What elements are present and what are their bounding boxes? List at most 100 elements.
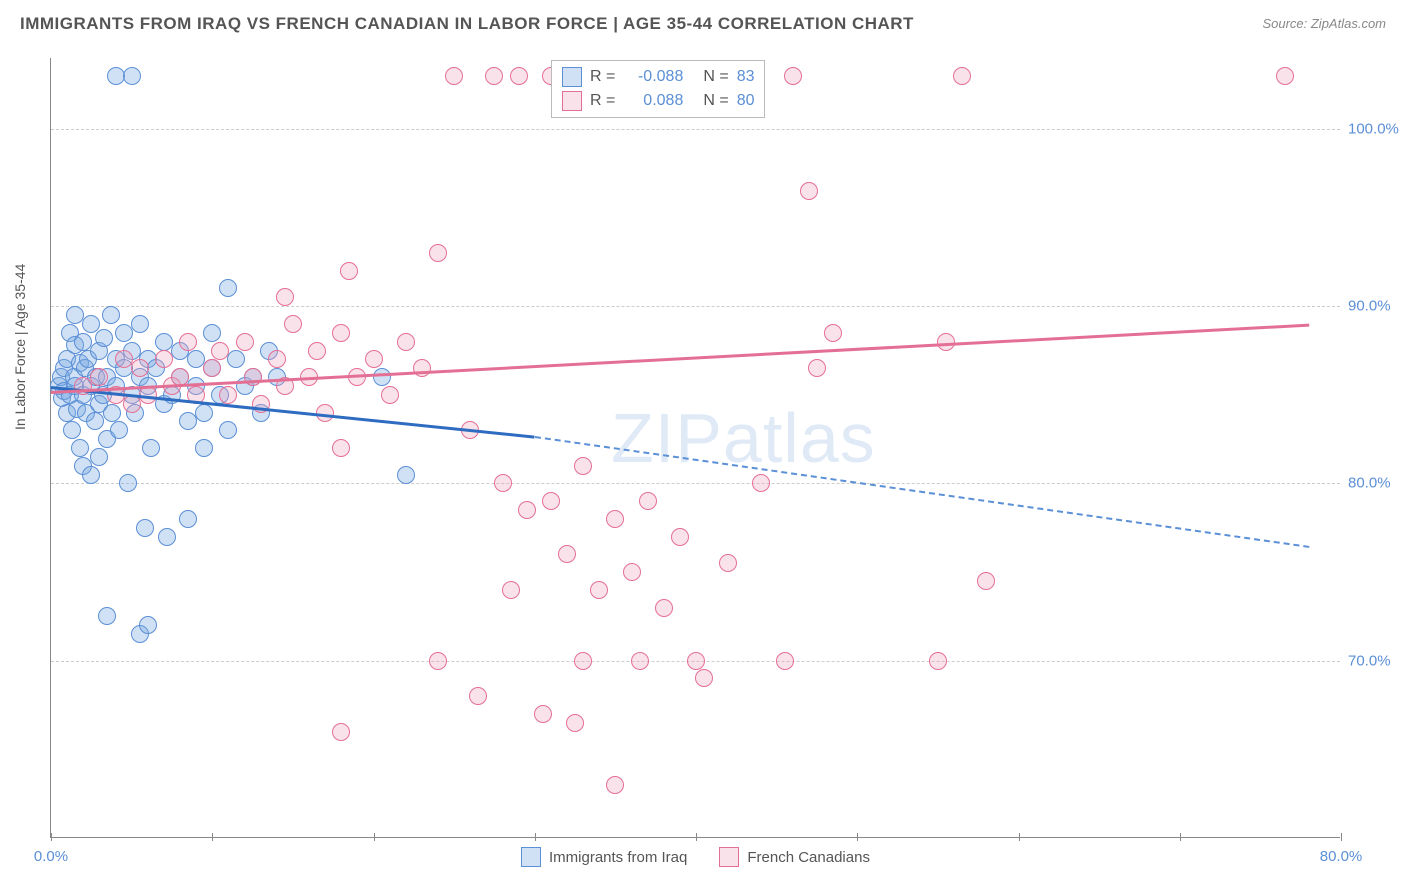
scatter-point — [671, 528, 689, 546]
legend-row: R =0.088N =80 — [562, 89, 754, 113]
n-value: 80 — [737, 89, 755, 113]
scatter-point — [98, 607, 116, 625]
scatter-point — [179, 333, 197, 351]
scatter-point — [219, 421, 237, 439]
x-tick — [51, 833, 52, 841]
scatter-point — [413, 359, 431, 377]
scatter-point — [800, 182, 818, 200]
scatter-point — [510, 67, 528, 85]
scatter-point — [445, 67, 463, 85]
scatter-point — [110, 421, 128, 439]
scatter-point — [687, 652, 705, 670]
y-tick-label: 80.0% — [1348, 475, 1406, 492]
legend-row: R =-0.088N =83 — [562, 65, 754, 89]
scatter-point — [131, 359, 149, 377]
scatter-point — [195, 439, 213, 457]
scatter-point — [542, 492, 560, 510]
scatter-point — [574, 457, 592, 475]
scatter-point — [937, 333, 955, 351]
scatter-point — [90, 368, 108, 386]
x-tick-label: 80.0% — [1320, 848, 1363, 865]
scatter-point — [639, 492, 657, 510]
scatter-point — [136, 519, 154, 537]
scatter-point — [66, 306, 84, 324]
scatter-point — [397, 466, 415, 484]
scatter-point — [494, 474, 512, 492]
scatter-point — [179, 412, 197, 430]
scatter-point — [236, 333, 254, 351]
scatter-point — [211, 342, 229, 360]
y-tick-label: 70.0% — [1348, 652, 1406, 669]
legend-label: French Canadians — [747, 849, 870, 866]
scatter-point — [63, 421, 81, 439]
scatter-point — [308, 342, 326, 360]
r-label: R = — [590, 89, 615, 113]
trend-line-dashed — [535, 436, 1309, 548]
scatter-point — [90, 448, 108, 466]
scatter-point — [558, 545, 576, 563]
scatter-point — [103, 404, 121, 422]
scatter-point — [142, 439, 160, 457]
legend-series: Immigrants from IraqFrench Canadians — [521, 847, 894, 867]
scatter-point — [119, 474, 137, 492]
scatter-point — [158, 528, 176, 546]
legend-swatch — [562, 91, 582, 111]
scatter-point — [244, 368, 262, 386]
scatter-point — [155, 350, 173, 368]
scatter-point — [179, 510, 197, 528]
scatter-point — [131, 315, 149, 333]
n-label: N = — [703, 65, 728, 89]
gridline-h — [51, 306, 1340, 307]
r-value: 0.088 — [623, 89, 683, 113]
scatter-point — [695, 669, 713, 687]
x-tick — [1180, 833, 1181, 841]
scatter-point — [332, 723, 350, 741]
y-axis-label: In Labor Force | Age 35-44 — [12, 264, 28, 430]
scatter-point — [195, 404, 213, 422]
scatter-point — [518, 501, 536, 519]
x-tick — [212, 833, 213, 841]
scatter-point — [655, 599, 673, 617]
scatter-point — [566, 714, 584, 732]
scatter-point — [86, 412, 104, 430]
scatter-point — [82, 466, 100, 484]
scatter-point — [95, 329, 113, 347]
y-tick-label: 90.0% — [1348, 298, 1406, 315]
legend-swatch — [562, 67, 582, 87]
scatter-point — [534, 705, 552, 723]
scatter-point — [719, 554, 737, 572]
r-label: R = — [590, 65, 615, 89]
scatter-point — [824, 324, 842, 342]
scatter-point — [373, 368, 391, 386]
scatter-point — [784, 67, 802, 85]
scatter-point — [429, 652, 447, 670]
scatter-point — [606, 510, 624, 528]
scatter-point — [631, 652, 649, 670]
scatter-point — [606, 776, 624, 794]
source-label: Source: ZipAtlas.com — [1262, 16, 1386, 31]
legend-swatch — [719, 847, 739, 867]
x-tick — [374, 833, 375, 841]
gridline-h — [51, 129, 1340, 130]
scatter-point — [123, 67, 141, 85]
x-tick — [857, 833, 858, 841]
plot-area: ZIPatlas 70.0%80.0%90.0%100.0%0.0%80.0%R… — [50, 58, 1340, 838]
scatter-point — [219, 386, 237, 404]
scatter-point — [808, 359, 826, 377]
scatter-point — [381, 386, 399, 404]
scatter-point — [485, 67, 503, 85]
scatter-point — [227, 350, 245, 368]
scatter-point — [502, 581, 520, 599]
scatter-point — [623, 563, 641, 581]
scatter-point — [752, 474, 770, 492]
scatter-point — [590, 581, 608, 599]
x-tick-label: 0.0% — [34, 848, 68, 865]
scatter-point — [284, 315, 302, 333]
legend-swatch — [521, 847, 541, 867]
scatter-point — [429, 244, 447, 262]
scatter-point — [102, 306, 120, 324]
legend-correlation: R =-0.088N =83R =0.088N =80 — [551, 60, 765, 118]
x-tick — [1341, 833, 1342, 841]
scatter-point — [574, 652, 592, 670]
n-value: 83 — [737, 65, 755, 89]
